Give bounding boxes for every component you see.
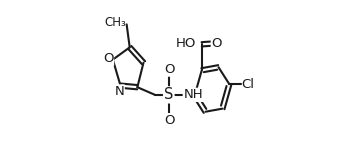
- Text: O: O: [211, 37, 222, 50]
- Text: O: O: [164, 114, 175, 127]
- Text: N: N: [115, 85, 124, 98]
- Text: Cl: Cl: [242, 78, 255, 91]
- Text: S: S: [164, 87, 173, 102]
- Text: HO: HO: [176, 37, 196, 50]
- Text: O: O: [103, 52, 113, 65]
- Text: O: O: [164, 63, 175, 76]
- Text: CH₃: CH₃: [104, 16, 126, 29]
- Text: NH: NH: [183, 88, 203, 101]
